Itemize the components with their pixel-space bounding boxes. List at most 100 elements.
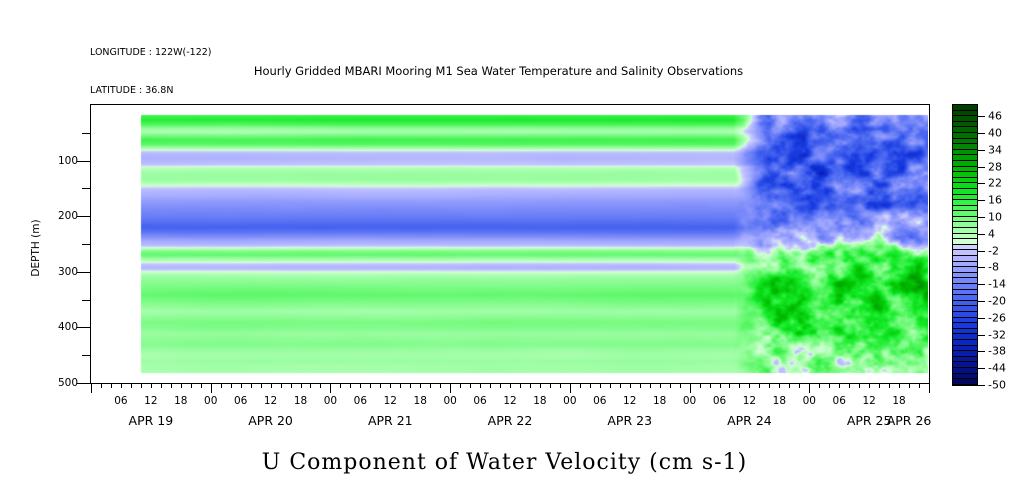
- x-axis-minor-tick: [510, 383, 511, 388]
- colorbar-tick-label: 28: [988, 160, 1002, 174]
- x-axis-minor-tick: [120, 383, 122, 388]
- x-axis-minor-tick: [899, 383, 901, 388]
- x-axis-minor-tick: [629, 383, 631, 388]
- x-axis-day-label: APR 19: [128, 413, 174, 428]
- x-axis-hour-label: 12: [503, 395, 517, 407]
- x-axis-day-label: APR 22: [487, 413, 533, 428]
- colorbar-tick-label: -2: [988, 244, 999, 258]
- x-axis-minor-tick: [649, 383, 651, 388]
- chart-caption: U Component of Water Velocity (cm s-1): [261, 450, 748, 475]
- colorbar-band: [953, 345, 977, 352]
- colorbar-band: [953, 155, 977, 161]
- y-axis-minor-tick: [82, 188, 91, 190]
- x-axis-hour-label: 06: [353, 395, 368, 407]
- x-axis-major-tick: [689, 383, 691, 393]
- x-axis-hour-label: 18: [772, 395, 787, 407]
- colorbar-tick: [977, 351, 985, 353]
- y-axis-tick-label: 500: [57, 377, 78, 389]
- colorbar-tick: [977, 133, 985, 134]
- y-axis-tick: [77, 271, 91, 273]
- colorbar-tick: [977, 317, 985, 319]
- colorbar-band: [953, 267, 977, 273]
- x-axis-minor-tick: [639, 383, 641, 388]
- x-axis-hour-label: 18: [533, 395, 547, 407]
- heatmap-canvas: [91, 105, 928, 382]
- colorbar-tick-label: -26: [988, 311, 1006, 325]
- x-axis-day-label: APR 20: [248, 413, 293, 428]
- colorbar-tick-label: -20: [988, 294, 1006, 308]
- x-axis-hour-label: 12: [623, 395, 637, 407]
- colorbar-tick: [977, 183, 985, 185]
- colorbar-band: [953, 183, 977, 189]
- x-axis-minor-tick: [609, 383, 611, 388]
- colorbar-tick: [977, 149, 985, 151]
- x-axis-hour-label: 00: [802, 395, 816, 407]
- colorbar-band: [953, 116, 977, 122]
- x-axis-minor-tick: [599, 383, 601, 388]
- x-axis-major-tick: [450, 383, 452, 393]
- x-axis-minor-tick: [220, 383, 222, 388]
- x-axis-major-tick: [809, 383, 811, 393]
- x-axis-hour-label: 06: [114, 395, 128, 407]
- x-axis-minor-tick: [779, 383, 781, 388]
- latitude-label: LATITUDE : 36.8N: [90, 84, 174, 96]
- x-axis-minor-tick: [280, 383, 282, 388]
- y-axis-minor-tick: [82, 299, 91, 301]
- x-axis-minor-tick: [679, 383, 681, 388]
- colorbar-band: [953, 367, 977, 374]
- colorbar-band: [953, 334, 977, 340]
- page-title-text: Hourly Gridded MBARI Mooring M1 Sea Wate…: [253, 64, 744, 78]
- x-axis-minor-tick: [699, 383, 701, 388]
- colorbar-tick-label: 4: [988, 227, 995, 241]
- x-axis-minor-tick: [490, 383, 492, 388]
- x-axis-minor-tick: [749, 383, 751, 388]
- x-axis-minor-tick: [659, 383, 661, 388]
- x-axis-hour-label: 00: [682, 395, 697, 407]
- x-axis-minor-tick: [579, 383, 581, 388]
- x-axis-hour-label: 18: [892, 395, 906, 407]
- x-axis-minor-tick: [849, 383, 851, 388]
- x-axis-minor-tick: [420, 383, 422, 388]
- x-axis-minor-tick: [270, 383, 272, 388]
- colorbar-band: [953, 228, 977, 234]
- x-axis-minor-tick: [410, 383, 412, 388]
- x-axis-minor-tick: [350, 383, 352, 388]
- colorbar-band: [953, 250, 977, 257]
- colorbar-band: [953, 295, 977, 301]
- y-axis-tick: [77, 327, 91, 329]
- x-axis-minor-tick: [310, 383, 312, 388]
- x-axis-minor-tick: [619, 383, 621, 388]
- x-axis-hour-label: 12: [862, 395, 876, 407]
- colorbar-tick-label: -8: [988, 260, 999, 274]
- x-axis-minor-tick: [719, 383, 721, 388]
- x-axis-minor-tick: [819, 383, 821, 388]
- colorbar-band: [953, 233, 977, 240]
- colorbar-tick: [977, 334, 985, 336]
- y-axis-tick-label: 400: [57, 321, 78, 334]
- x-axis-hour-label: 06: [712, 395, 727, 407]
- colorbar-band: [953, 205, 977, 212]
- colorbar-band: [953, 261, 977, 268]
- x-axis-minor-tick: [789, 383, 791, 388]
- x-axis-minor-tick: [759, 383, 761, 388]
- x-axis-major-tick: [330, 383, 332, 393]
- y-axis-tick-label: 300: [57, 265, 78, 278]
- colorbar-tick-label: -44: [988, 361, 1006, 375]
- x-axis-hour-label: 00: [563, 395, 577, 407]
- colorbar-tick: [977, 166, 985, 168]
- x-axis-minor-tick: [300, 383, 302, 388]
- colorbar-band: [953, 194, 977, 201]
- x-axis-minor-tick: [440, 383, 442, 388]
- colorbar-band: [953, 105, 977, 111]
- colorbar-tick-label: -50: [988, 378, 1006, 392]
- colorbar-band: [953, 306, 977, 312]
- x-axis-minor-tick: [799, 383, 801, 388]
- x-axis-minor-tick: [390, 383, 392, 388]
- colorbar-band: [953, 121, 977, 128]
- x-axis-minor-tick: [909, 383, 911, 388]
- x-axis-hour-label: 00: [204, 395, 218, 407]
- colorbar-band: [953, 160, 977, 167]
- x-axis-minor-tick: [370, 383, 372, 388]
- x-axis-minor-tick: [470, 383, 472, 388]
- x-axis-minor-tick: [200, 383, 202, 388]
